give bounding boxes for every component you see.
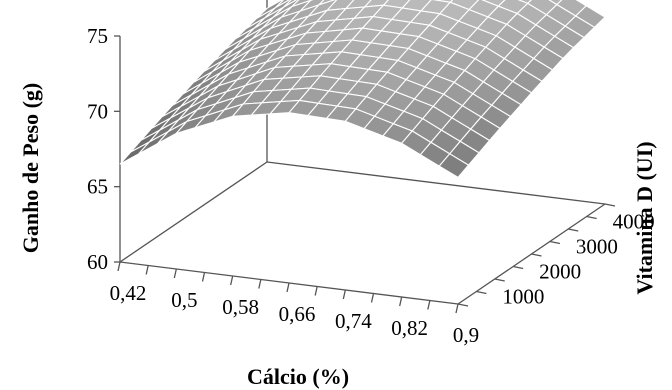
y-tick-mark xyxy=(604,203,616,207)
x-tick-label: 0,74 xyxy=(335,309,372,333)
y-axis-title: Vitamina D (UI) xyxy=(632,141,657,294)
y-tick-label: 2000 xyxy=(539,260,581,284)
y-tick-label: 3000 xyxy=(576,235,618,259)
surface-patch xyxy=(438,153,470,179)
y-tick-mark xyxy=(568,228,579,232)
x-tick-mark xyxy=(145,265,149,275)
floor-back-edge xyxy=(266,161,606,205)
labels-layer: 60 65 70 75 0,42 0,5 0,58 0,66 0,74 0,82 0,9 100020… xyxy=(87,24,655,347)
x-tick-mark xyxy=(455,303,459,314)
x-tick-mark xyxy=(342,289,346,300)
x-tick-mark xyxy=(230,275,234,286)
x-tick-mark xyxy=(399,296,403,307)
z-tick-label: 60 xyxy=(87,250,108,274)
y-tick-mark xyxy=(586,215,597,220)
y-tick-mark xyxy=(531,253,542,257)
x-tick-label: 0,58 xyxy=(222,295,259,319)
z-tick-label: 70 xyxy=(87,99,108,123)
x-tick-mark xyxy=(427,300,431,310)
floor-back-left-edge xyxy=(119,161,268,263)
y-tick-label: 1000 xyxy=(502,285,544,309)
x-tick-mark xyxy=(314,286,318,296)
x-tick-mark xyxy=(370,293,375,303)
x-tick-label: 0,82 xyxy=(391,316,428,340)
y-tick-mark xyxy=(549,240,561,245)
y-tick-mark xyxy=(476,290,487,295)
y-tick-mark xyxy=(512,265,524,270)
surface-patch xyxy=(119,141,150,165)
x-tick-label: 0,66 xyxy=(279,302,316,326)
x-tick-label: 0,5 xyxy=(171,288,197,312)
x-tick-mark xyxy=(258,279,262,289)
z-tick-label: 75 xyxy=(87,24,108,48)
y-tick-mark xyxy=(457,303,469,307)
x-tick-mark xyxy=(201,272,206,282)
x-tick-mark xyxy=(173,268,177,279)
x-axis-title: Cálcio (%) xyxy=(247,364,349,389)
surface-layer xyxy=(119,0,606,179)
y-tick-mark xyxy=(494,278,505,282)
x-tick-mark xyxy=(117,261,121,272)
z-tick-label: 65 xyxy=(87,175,108,199)
x-tick-label: 0,9 xyxy=(453,323,479,347)
y-tick-label: 4000 xyxy=(613,210,655,234)
x-tick-label: 0,42 xyxy=(110,281,147,305)
z-axis-title: Ganho de Peso (g) xyxy=(18,83,43,254)
x-tick-mark xyxy=(286,282,290,293)
